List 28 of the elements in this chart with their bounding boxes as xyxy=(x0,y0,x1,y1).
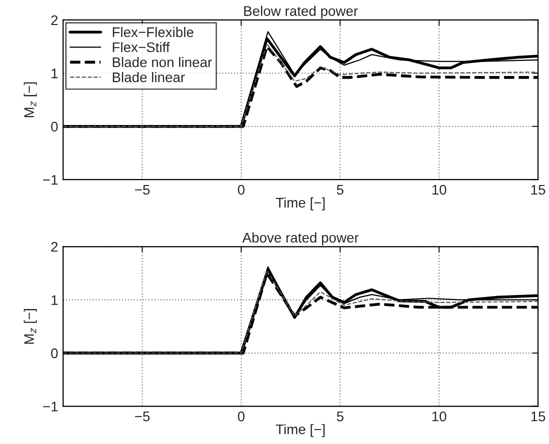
y-axis-title: M$_{z}$ [−] xyxy=(24,82,37,118)
y-axis-title: M$_{z}$ [−] xyxy=(24,309,37,344)
y-tick-label: 1 xyxy=(52,295,58,305)
x-tick-label: 5 xyxy=(336,412,344,422)
y-tick-label: 2 xyxy=(51,242,58,252)
legend-label: Blade linear xyxy=(112,72,185,82)
x-tick-label: −5 xyxy=(135,184,150,195)
y-tick-label: 0 xyxy=(51,122,58,132)
legend-label: Flex−Stiff xyxy=(112,42,170,52)
x-axis-title: Time [−] xyxy=(276,197,325,210)
y-tick-label: 2 xyxy=(51,15,58,26)
x-tick-label: 15 xyxy=(531,412,546,422)
x-tick-label: 10 xyxy=(432,411,446,422)
x-axis-title: Time [−] xyxy=(276,424,325,438)
x-tick-label: −5 xyxy=(135,412,150,422)
x-tick-label: 0 xyxy=(238,411,245,422)
y-tick-label: 0 xyxy=(51,348,58,358)
legend-label: Flex−Flexible xyxy=(112,26,194,38)
legend-label: Blade non linear xyxy=(112,56,212,68)
y-tick-label: −1 xyxy=(43,175,58,185)
x-tick-label: 5 xyxy=(336,184,344,195)
chart-title: Above rated power xyxy=(242,232,359,246)
x-tick-label: 15 xyxy=(531,184,546,195)
x-tick-label: 0 xyxy=(238,184,245,195)
x-tick-label: 10 xyxy=(432,184,446,195)
chart-title: Below rated power xyxy=(244,6,358,19)
y-tick-label: 1 xyxy=(52,68,58,78)
y-tick-label: −1 xyxy=(43,402,58,412)
